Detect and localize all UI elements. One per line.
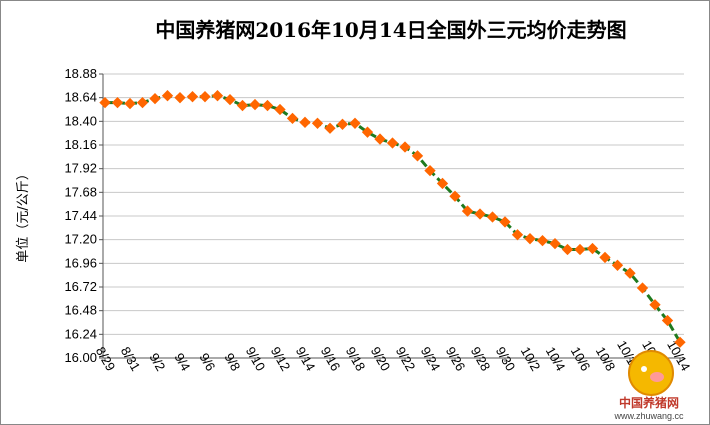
chart-title: 中国养猪网2016年10月14日全国外三元均价走势图 xyxy=(155,18,626,42)
data-point-marker xyxy=(299,116,311,128)
x-tick-label: 9/30 xyxy=(493,344,519,373)
data-point-marker xyxy=(624,267,636,279)
x-tick-label: 9/4 xyxy=(171,350,193,373)
data-point-marker xyxy=(574,243,586,256)
series-markers xyxy=(99,90,686,348)
data-point-marker xyxy=(486,211,499,223)
data-point-marker xyxy=(199,91,211,103)
data-point-marker xyxy=(186,91,199,103)
data-point-marker xyxy=(261,99,274,112)
x-tick-label: 9/8 xyxy=(221,350,243,373)
data-point-marker xyxy=(99,96,111,109)
data-point-marker xyxy=(586,242,599,255)
data-point-marker xyxy=(436,177,449,190)
data-point-marker xyxy=(561,243,574,256)
y-tick-label: 18.40 xyxy=(64,113,97,128)
x-tick-label: 10/4 xyxy=(543,344,569,373)
data-point-marker xyxy=(424,164,436,177)
data-point-marker xyxy=(524,233,536,245)
data-point-marker xyxy=(174,92,186,104)
data-point-marker xyxy=(661,314,674,327)
y-tick-labels: 18.88 18.64 18.40 18.16 17.92 17.68 17.44 17.20… xyxy=(64,66,97,365)
x-tick-label: 9/26 xyxy=(443,344,469,373)
x-tick-label: 9/14 xyxy=(293,344,319,373)
y-tick-label: 17.92 xyxy=(64,161,97,176)
x-tick-label: 9/22 xyxy=(393,344,419,373)
data-point-marker xyxy=(149,92,161,105)
data-point-marker xyxy=(249,98,261,111)
y-tick-label: 16.48 xyxy=(64,303,97,318)
data-point-marker xyxy=(324,122,336,134)
data-point-marker xyxy=(461,205,474,217)
y-tick-label: 17.68 xyxy=(64,184,97,199)
x-tick-label: 10/6 xyxy=(568,344,594,373)
data-point-marker xyxy=(111,96,124,109)
pig-logo-icon xyxy=(628,350,674,396)
y-tick-label: 16.96 xyxy=(64,255,97,270)
x-tick-label: 10/8 xyxy=(593,344,619,373)
y-tick-label: 18.88 xyxy=(64,66,97,81)
data-point-marker xyxy=(674,336,686,348)
y-tick-label: 17.44 xyxy=(64,208,97,223)
data-point-marker xyxy=(411,150,424,162)
data-point-marker xyxy=(549,237,561,250)
data-point-marker xyxy=(374,133,386,145)
price-trend-line xyxy=(105,94,682,343)
y-tick-label: 16.72 xyxy=(64,279,97,294)
x-tick-label: 9/16 xyxy=(318,344,344,373)
watermark-logo: 中国养猪网 www.zhuwang.cc xyxy=(613,350,684,421)
data-point-marker xyxy=(311,117,324,129)
data-point-marker xyxy=(211,90,224,102)
data-point-marker xyxy=(286,112,299,125)
data-point-marker xyxy=(649,299,661,311)
series-line xyxy=(105,94,682,343)
x-tick-label: 9/2 xyxy=(146,350,168,373)
x-tick-label: 9/12 xyxy=(268,344,294,373)
y-tick-label: 16.00 xyxy=(64,350,97,365)
y-tick-label: 18.16 xyxy=(64,137,97,152)
pig-logo-eye-icon xyxy=(641,366,647,372)
y-tick-label: 17.20 xyxy=(64,232,97,247)
data-point-marker xyxy=(511,229,524,241)
data-point-marker xyxy=(236,99,249,112)
x-tick-label: 9/24 xyxy=(418,344,444,373)
y-tick-label: 18.64 xyxy=(64,90,97,105)
gridlines xyxy=(103,73,684,359)
data-point-marker xyxy=(474,208,486,220)
data-point-marker xyxy=(161,90,174,102)
watermark-url: www.zhuwang.cc xyxy=(613,411,684,421)
data-point-marker xyxy=(611,259,624,271)
data-point-marker xyxy=(124,97,136,110)
watermark-name: 中国养猪网 xyxy=(619,395,679,410)
axes xyxy=(99,73,684,362)
data-point-marker xyxy=(449,190,461,202)
x-tick-label: 9/18 xyxy=(343,344,369,373)
data-point-marker xyxy=(136,96,149,109)
y-tick-label: 16.24 xyxy=(64,326,97,341)
x-tick-labels: 8/29 8/31 9/2 9/4 9/6 9/8 9/10 9/12 9/14 9/16 9/18… xyxy=(93,338,694,374)
x-tick-label: 9/20 xyxy=(368,344,394,373)
data-point-marker xyxy=(636,282,649,294)
data-point-marker xyxy=(499,216,511,228)
x-tick-label: 9/10 xyxy=(243,344,269,373)
x-tick-label: 9/6 xyxy=(196,350,218,373)
data-point-marker xyxy=(399,141,411,153)
data-point-marker xyxy=(336,118,349,130)
x-tick-label: 9/28 xyxy=(468,344,494,373)
data-point-marker xyxy=(536,234,549,247)
y-axis-label: 单位（元/公斤） xyxy=(16,167,31,262)
pig-logo-snout-icon xyxy=(650,372,664,382)
x-tick-label: 10/2 xyxy=(518,344,544,373)
data-point-marker xyxy=(386,137,399,149)
x-tick-label: 8/31 xyxy=(118,344,144,373)
data-point-marker xyxy=(224,93,236,106)
